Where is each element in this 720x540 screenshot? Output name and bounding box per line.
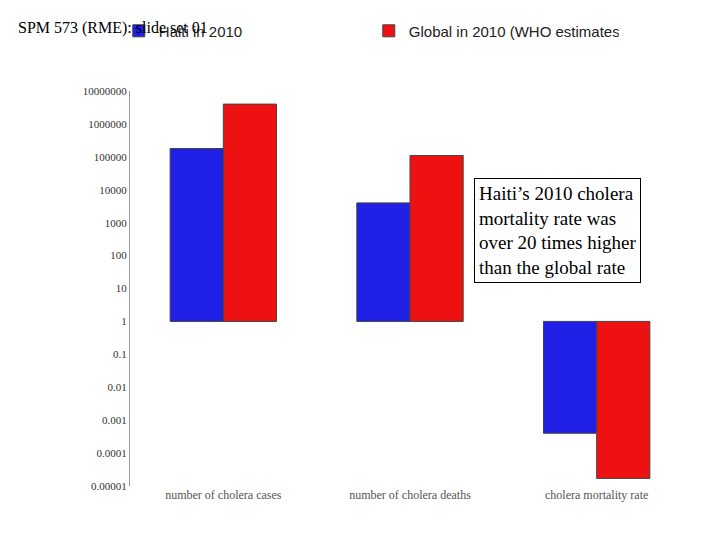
svg-text:10000000: 10000000 xyxy=(83,85,128,97)
svg-text:0.001: 0.001 xyxy=(102,414,127,426)
svg-text:Haiti’s 2010 choleramortality: Haiti’s 2010 choleramortality rate wasov… xyxy=(479,183,636,278)
svg-text:0.1: 0.1 xyxy=(113,348,127,360)
svg-text:number of cholera cases: number of cholera cases xyxy=(165,488,282,502)
svg-text:Haiti in 2010: Haiti in 2010 xyxy=(159,23,242,40)
svg-text:1000000: 1000000 xyxy=(88,118,127,130)
svg-text:100000: 100000 xyxy=(94,151,128,163)
svg-text:cholera mortality rate: cholera mortality rate xyxy=(545,488,648,502)
svg-text:SPM 573 (RME): slide set 01: SPM 573 (RME): slide set 01 xyxy=(18,19,208,37)
svg-text:number of cholera deaths: number of cholera deaths xyxy=(349,488,471,502)
svg-text:100: 100 xyxy=(110,249,127,261)
svg-text:0.0001: 0.0001 xyxy=(97,447,127,459)
svg-text:10000: 10000 xyxy=(99,184,127,196)
svg-text:0.00001: 0.00001 xyxy=(91,480,127,492)
svg-text:1: 1 xyxy=(121,315,127,327)
svg-text:Global in 2010 (WHO estimates): Global in 2010 (WHO estimates) xyxy=(409,23,619,40)
svg-text:1000: 1000 xyxy=(105,217,128,229)
svg-text:0.01: 0.01 xyxy=(108,381,127,393)
svg-text:10: 10 xyxy=(116,282,128,294)
